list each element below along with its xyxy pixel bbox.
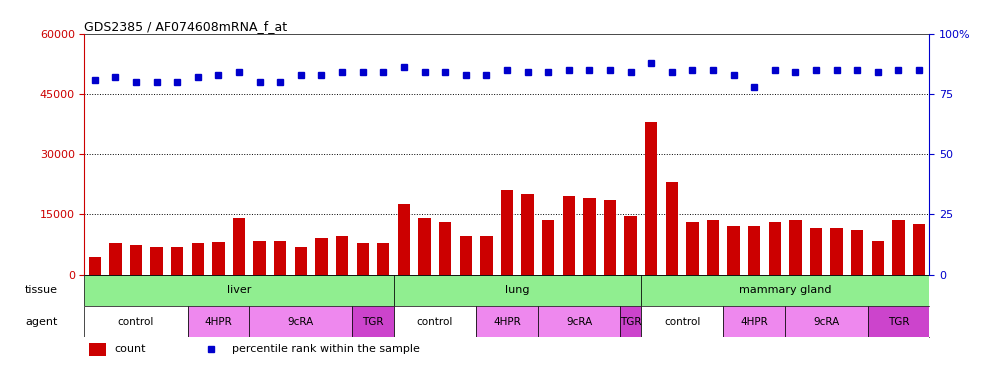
Bar: [480, 237, 492, 274]
Bar: [851, 231, 864, 274]
Bar: [624, 216, 637, 274]
Text: GDS2385 / AF074608mRNA_f_at: GDS2385 / AF074608mRNA_f_at: [84, 20, 287, 33]
Bar: [728, 226, 740, 274]
Bar: [872, 240, 884, 274]
Text: control: control: [416, 316, 453, 327]
Text: liver: liver: [227, 285, 251, 295]
Text: TGR: TGR: [620, 316, 641, 327]
Bar: [476, 306, 538, 337]
Bar: [377, 243, 390, 274]
Text: TGR: TGR: [362, 316, 384, 327]
Bar: [641, 274, 929, 306]
Bar: [748, 226, 760, 274]
Bar: [641, 306, 724, 337]
Bar: [171, 246, 184, 274]
Bar: [336, 237, 348, 274]
Text: mammary gland: mammary gland: [739, 285, 831, 295]
Bar: [84, 306, 188, 337]
Text: TGR: TGR: [888, 316, 910, 327]
Bar: [645, 122, 657, 274]
Text: lung: lung: [505, 285, 530, 295]
Bar: [912, 225, 925, 274]
Bar: [542, 220, 555, 274]
Bar: [213, 242, 225, 274]
Text: 4HPR: 4HPR: [205, 316, 233, 327]
Bar: [666, 182, 678, 274]
Text: 4HPR: 4HPR: [493, 316, 521, 327]
Bar: [459, 237, 472, 274]
Bar: [501, 190, 513, 274]
Bar: [394, 274, 641, 306]
Bar: [810, 228, 822, 274]
Bar: [130, 244, 142, 274]
Bar: [522, 194, 534, 274]
Bar: [418, 218, 430, 274]
Bar: [538, 306, 620, 337]
Bar: [398, 204, 411, 274]
Text: 4HPR: 4HPR: [741, 316, 768, 327]
Bar: [315, 238, 328, 274]
Bar: [686, 222, 699, 274]
Bar: [357, 243, 369, 274]
Bar: [768, 222, 781, 274]
Bar: [789, 220, 801, 274]
Text: 9cRA: 9cRA: [813, 316, 840, 327]
Bar: [274, 240, 286, 274]
Bar: [84, 274, 394, 306]
Bar: [150, 246, 163, 274]
Text: tissue: tissue: [25, 285, 58, 295]
Bar: [188, 306, 249, 337]
Bar: [192, 243, 204, 274]
Text: control: control: [664, 316, 701, 327]
Bar: [868, 306, 929, 337]
Bar: [893, 220, 905, 274]
Text: agent: agent: [25, 316, 58, 327]
Bar: [830, 228, 843, 274]
Text: 9cRA: 9cRA: [566, 316, 592, 327]
Text: count: count: [114, 344, 145, 354]
Bar: [707, 220, 720, 274]
Bar: [233, 218, 246, 274]
Bar: [353, 306, 394, 337]
Bar: [88, 342, 105, 356]
Bar: [88, 256, 101, 274]
Bar: [583, 198, 595, 274]
Bar: [603, 200, 616, 274]
Bar: [253, 240, 265, 274]
Bar: [394, 306, 476, 337]
Bar: [724, 306, 785, 337]
Bar: [294, 246, 307, 274]
Bar: [620, 306, 641, 337]
Bar: [439, 222, 451, 274]
Text: percentile rank within the sample: percentile rank within the sample: [233, 344, 420, 354]
Text: 9cRA: 9cRA: [287, 316, 314, 327]
Bar: [249, 306, 353, 337]
Bar: [109, 243, 121, 274]
Bar: [785, 306, 868, 337]
Bar: [563, 196, 575, 274]
Text: control: control: [118, 316, 154, 327]
